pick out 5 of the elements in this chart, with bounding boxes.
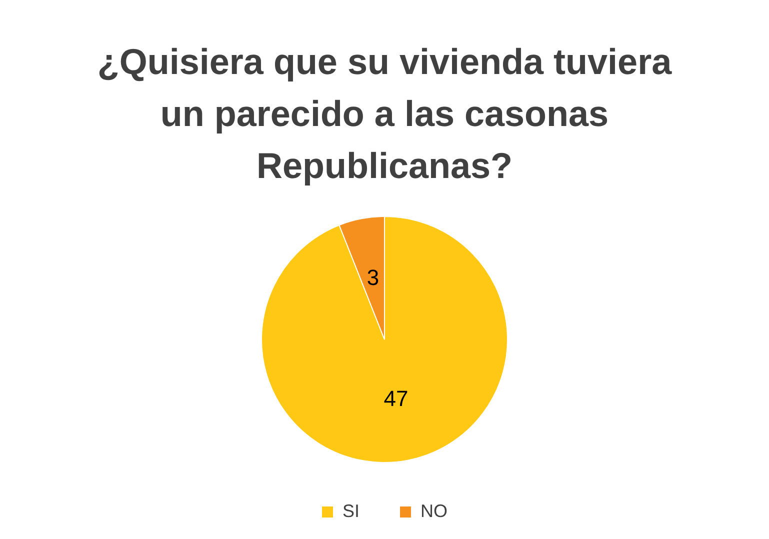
data-label: 3 [366, 265, 380, 290]
legend-label: NO [420, 500, 448, 521]
data-label: 47 [384, 386, 408, 411]
legend-label: SI [342, 500, 360, 521]
chart-title: ¿Quisiera que su vivienda tuviera un parecido a las casonas Republicanas? [96, 40, 673, 188]
